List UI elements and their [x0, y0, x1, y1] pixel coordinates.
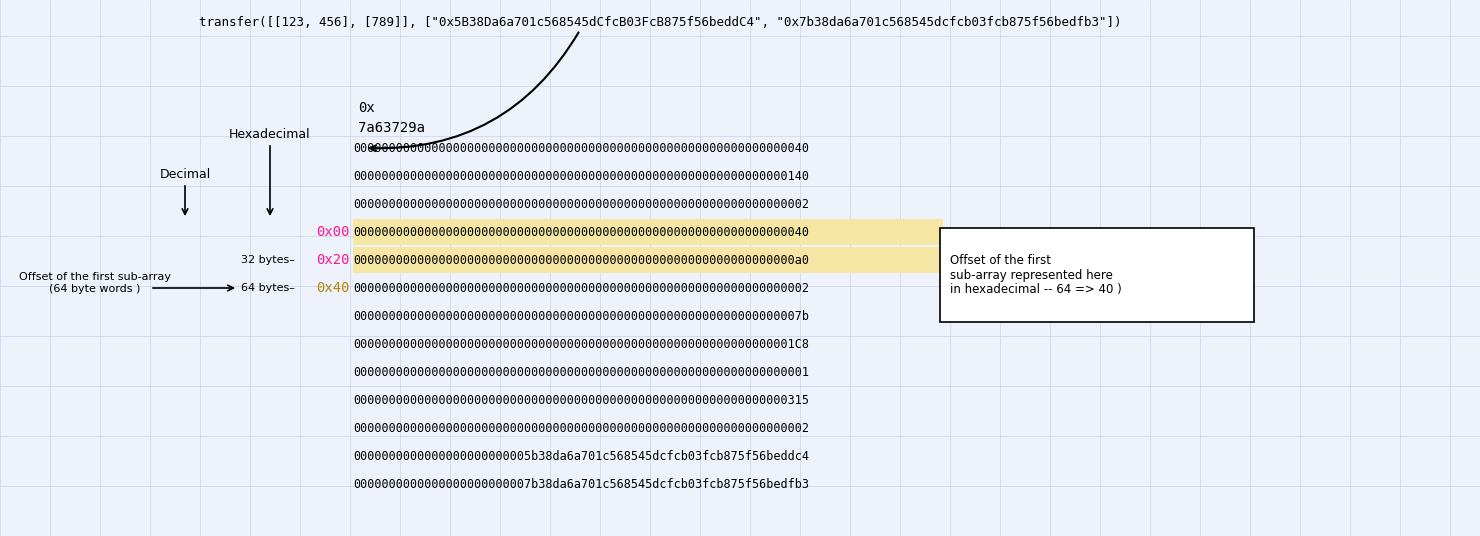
Text: 0000000000000000000000000000000000000000000000000000000000000140: 0000000000000000000000000000000000000000… — [354, 169, 810, 182]
Text: 0x20: 0x20 — [317, 253, 349, 267]
Text: 7a63729a: 7a63729a — [358, 121, 425, 135]
Text: 0000000000000000000000000000000000000000000000000000000000000040: 0000000000000000000000000000000000000000… — [354, 142, 810, 154]
Text: Hexadecimal: Hexadecimal — [229, 129, 311, 142]
Text: Offset of the first sub-array
(64 byte words ): Offset of the first sub-array (64 byte w… — [19, 272, 172, 294]
Text: 0000000000000000000000007b38da6a701c568545dcfcb03fcb875f56bedfb3: 0000000000000000000000007b38da6a701c5685… — [354, 478, 810, 490]
Text: 0000000000000000000000000000000000000000000000000000000000000002: 0000000000000000000000000000000000000000… — [354, 281, 810, 294]
Text: 00000000000000000000000000000000000000000000000000000000000000a0: 0000000000000000000000000000000000000000… — [354, 254, 810, 266]
Text: 0000000000000000000000005b38da6a701c568545dcfcb03fcb875f56beddc4: 0000000000000000000000005b38da6a701c5685… — [354, 450, 810, 463]
Text: 00000000000000000000000000000000000000000000000000000000000001C8: 0000000000000000000000000000000000000000… — [354, 338, 810, 351]
Text: 64 bytes–: 64 bytes– — [241, 283, 295, 293]
FancyBboxPatch shape — [354, 247, 943, 273]
Text: 0000000000000000000000000000000000000000000000000000000000000002: 0000000000000000000000000000000000000000… — [354, 421, 810, 435]
Text: 000000000000000000000000000000000000000000000000000000000000007b: 0000000000000000000000000000000000000000… — [354, 309, 810, 323]
Text: Offset of the first
sub-array represented here
in hexadecimal -- 64 => 40 ): Offset of the first sub-array represente… — [950, 254, 1122, 296]
Text: transfer([[123, 456], [789]], ["0x5B38Da6a701c568545dCfcB03FcB875f56beddC4", "0x: transfer([[123, 456], [789]], ["0x5B38Da… — [198, 16, 1122, 29]
FancyBboxPatch shape — [354, 219, 943, 245]
Text: 0000000000000000000000000000000000000000000000000000000000000315: 0000000000000000000000000000000000000000… — [354, 393, 810, 406]
Text: 0000000000000000000000000000000000000000000000000000000000000040: 0000000000000000000000000000000000000000… — [354, 226, 810, 239]
Text: 32 bytes–: 32 bytes– — [241, 255, 295, 265]
Text: 0000000000000000000000000000000000000000000000000000000000000002: 0000000000000000000000000000000000000000… — [354, 197, 810, 211]
Text: 0x40: 0x40 — [317, 281, 349, 295]
Text: 0000000000000000000000000000000000000000000000000000000000000001: 0000000000000000000000000000000000000000… — [354, 366, 810, 378]
FancyBboxPatch shape — [940, 228, 1254, 322]
Text: 0x: 0x — [358, 101, 374, 115]
Text: 0x00: 0x00 — [317, 225, 349, 239]
Text: Decimal: Decimal — [160, 168, 210, 182]
